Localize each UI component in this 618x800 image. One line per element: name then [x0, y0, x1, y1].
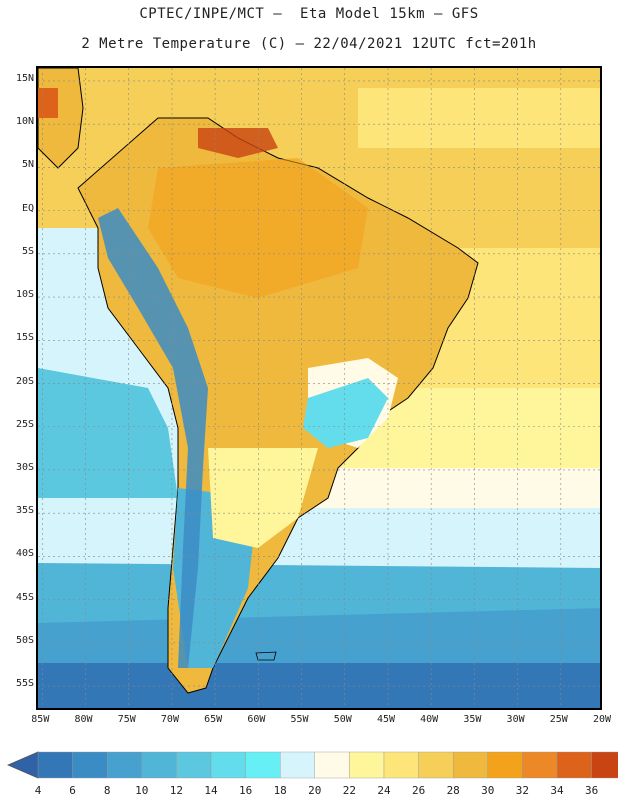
continent	[38, 68, 479, 694]
color-bar	[6, 751, 618, 779]
pampas-mild	[208, 448, 318, 548]
longitude-label: 30W	[506, 714, 525, 725]
amazon-warm	[148, 158, 368, 298]
longitude-label: 45W	[376, 714, 395, 725]
color-bar-swatch	[72, 751, 108, 779]
color-bar-tick-label: 34	[550, 784, 564, 797]
color-bar-tick-label: 22	[342, 784, 357, 797]
falkland-islands	[255, 651, 277, 661]
color-bar-tick-label: 36	[584, 784, 599, 797]
color-bar-tick-label: 6	[69, 784, 76, 797]
color-bar-tick-label: 16	[238, 784, 253, 797]
southeast-cool-region	[303, 378, 388, 448]
color-bar-swatch	[210, 751, 246, 779]
longitude-label: 25W	[549, 714, 568, 725]
longitude-label: 75W	[117, 714, 136, 725]
color-bar-tick-label: 24	[377, 784, 391, 797]
lat-lon-grid	[38, 68, 600, 708]
color-bar-tick-label: 32	[515, 784, 530, 797]
color-bar-tick-label: 26	[411, 784, 426, 797]
color-bar-swatch	[314, 751, 350, 779]
latitude-label: 50S	[15, 634, 34, 646]
latitude-label: 15S	[15, 332, 34, 344]
longitude-label: 85W	[31, 714, 50, 725]
color-bar-swatch	[245, 751, 281, 779]
color-bar-swatch	[522, 751, 558, 779]
latitude-label: 10S	[15, 289, 34, 301]
latitude-label: 15N	[15, 72, 34, 84]
color-bar-swatch	[37, 751, 73, 779]
longitude-label: 20W	[592, 714, 612, 725]
central-america-hot	[38, 88, 58, 118]
latitude-label: 35S	[15, 505, 34, 517]
color-bar-swatch	[453, 751, 489, 779]
longitude-label: 80W	[74, 714, 93, 725]
longitude-label: 60W	[247, 714, 266, 725]
latitude-label: 5S	[21, 245, 34, 257]
color-bar-tick-label: 38	[614, 784, 618, 797]
color-bar-tick-label: 30	[481, 784, 495, 797]
ocean-band-warm-north	[358, 88, 600, 148]
venezuela-hot	[198, 128, 278, 158]
ocean-band-deep	[38, 663, 600, 708]
color-bar-tick-label: 10	[135, 784, 149, 797]
longitude-label: 40W	[420, 714, 439, 725]
color-bar-swatch	[176, 751, 212, 779]
longitude-label: 35W	[463, 714, 482, 725]
latitude-label: 30S	[15, 461, 34, 473]
color-bar-tick-label: 28	[446, 784, 460, 797]
latitude-label: 25S	[15, 418, 34, 430]
latitude-label: 10N	[15, 116, 34, 128]
color-bar-tick-label: 20	[308, 784, 322, 797]
latitude-label: 5N	[21, 159, 34, 171]
map-title-line-2: 2 Metre Temperature (C) – 22/04/2021 12U…	[81, 36, 537, 52]
longitude-label: 65W	[204, 714, 223, 725]
color-bar-swatch	[141, 751, 177, 779]
color-bar-swatch	[591, 751, 618, 779]
color-bar-swatch	[280, 751, 316, 779]
latitude-label: 45S	[15, 591, 34, 603]
color-bar-swatch	[556, 751, 592, 779]
color-bar-swatch	[383, 751, 419, 779]
color-bar-swatch	[106, 751, 142, 779]
ocean-pacific-cold	[38, 368, 178, 498]
color-bar-tick-label: 4	[34, 784, 42, 797]
longitude-label: 50W	[333, 714, 352, 725]
color-bar-swatch	[418, 751, 454, 779]
latitude-label: 40S	[15, 548, 34, 560]
latitude-label: 20S	[15, 375, 34, 387]
color-bar-tick-label: 12	[169, 784, 184, 797]
longitude-label: 70W	[160, 714, 179, 725]
andes-ridge	[98, 208, 208, 668]
color-bar-arrow-low	[6, 751, 39, 779]
map-panel	[36, 66, 602, 710]
color-bar-tick-label: 14	[204, 784, 218, 797]
longitude-label: 55W	[290, 714, 309, 725]
map-title-line-1: CPTEC/INPE/MCT – Eta Model 15km – GFS	[139, 6, 479, 22]
latitude-label: EQ	[21, 202, 34, 214]
temperature-map	[38, 68, 600, 708]
color-bar-tick-label: 18	[273, 784, 287, 797]
color-bar-tick-label: 8	[103, 784, 111, 797]
color-bar-swatch	[349, 751, 385, 779]
color-bar-swatch	[487, 751, 523, 779]
latitude-label: 55S	[15, 678, 34, 690]
